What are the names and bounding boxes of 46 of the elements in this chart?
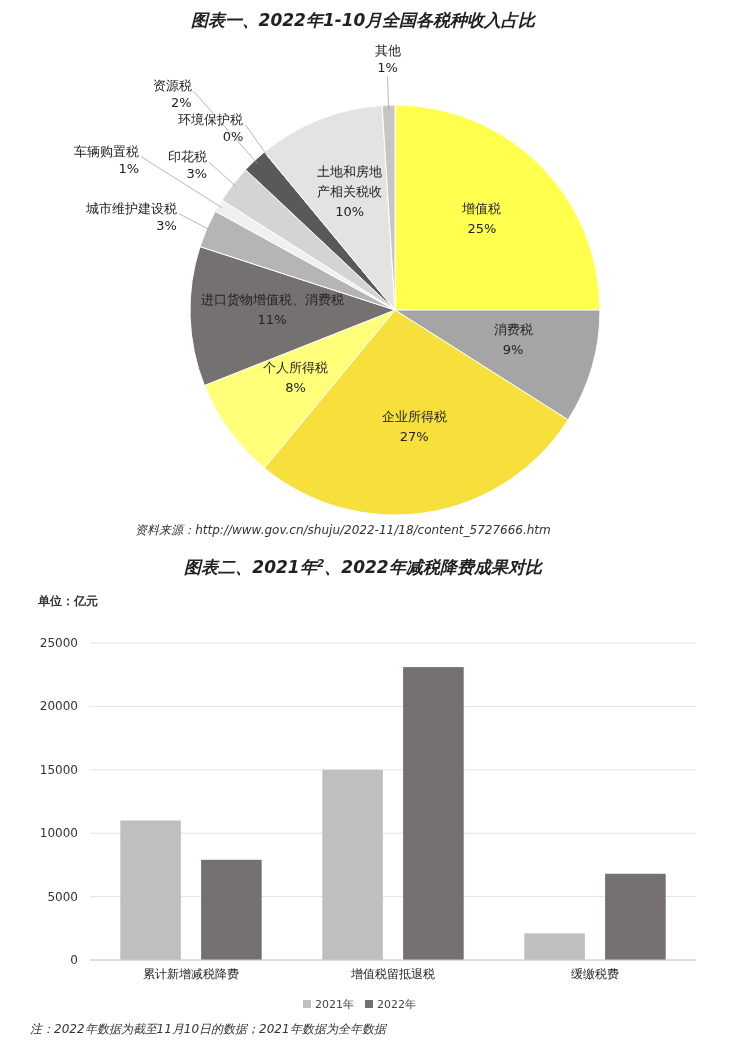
data-label: 2% xyxy=(170,95,192,111)
text: 0% xyxy=(222,128,244,144)
slice-label: 资源税 xyxy=(152,78,192,94)
category-label: 环境保护税 xyxy=(178,111,244,127)
slice-label: 城市维护建设税 xyxy=(84,200,177,216)
bar xyxy=(524,933,585,960)
data-label: 3% xyxy=(156,217,177,233)
data-label: 11% xyxy=(257,311,287,327)
slice-label: 企业所得税 xyxy=(381,409,447,425)
slice-label: 印花税 xyxy=(168,149,208,165)
y-tick-label: 15000 xyxy=(39,762,78,777)
data-label: 8% xyxy=(285,380,306,396)
bar xyxy=(605,873,666,960)
y-tick-label: 20000 xyxy=(39,699,78,714)
data-label: 1% xyxy=(377,60,398,76)
data-label: 1% xyxy=(118,160,140,176)
y-axis-title: 单位：亿元 xyxy=(37,594,98,608)
x-tick-label: 累计新增减税降费 xyxy=(143,967,239,981)
data-label: 9% xyxy=(502,342,524,358)
data-label: 25% xyxy=(467,221,497,237)
y-tick-label: 10000 xyxy=(39,826,78,841)
chart-title: 图表二、2021年$^{2}$、2022年减税降费成果对比 xyxy=(184,556,544,577)
legend-label: 2022年 xyxy=(377,998,416,1011)
text: 注：2022年数据为截至11月10日的数据；2021年数据为全年数据 xyxy=(30,1022,388,1036)
chart-title: 图表一、2022年1-10月全国各税种收入占比 xyxy=(190,10,538,30)
y-tick-label: 25000 xyxy=(39,636,78,650)
bar xyxy=(403,667,464,960)
slice-label: 消费税 xyxy=(493,322,533,338)
slice-label: 其他 xyxy=(374,43,401,59)
data-label: 3% xyxy=(186,166,208,182)
bar xyxy=(201,859,262,960)
text: 资料来源：http://www.gov.cn/shuju/2022-11/18/content_5727666.htm xyxy=(135,523,551,537)
slice-label: 车辆购置税 xyxy=(74,143,140,159)
slice-label: 土地和房地产相关税收 xyxy=(317,163,383,199)
y-tick-label: 0 xyxy=(70,953,78,967)
slice-label: 个人所得税 xyxy=(262,360,328,376)
y-tick-label: 5000 xyxy=(47,889,78,904)
slice-label: 增值税 xyxy=(461,201,502,217)
bar xyxy=(120,820,181,960)
x-tick-label: 增值税留抵退税 xyxy=(350,967,435,981)
legend-label: 2021年 xyxy=(315,998,354,1011)
data-label: 27% xyxy=(399,429,429,445)
data-label: 10% xyxy=(335,203,365,219)
bar xyxy=(322,769,383,960)
slice-label: 进口货物增值税、消费税 xyxy=(200,291,344,307)
x-tick-label: 缓缴税费 xyxy=(571,967,619,981)
